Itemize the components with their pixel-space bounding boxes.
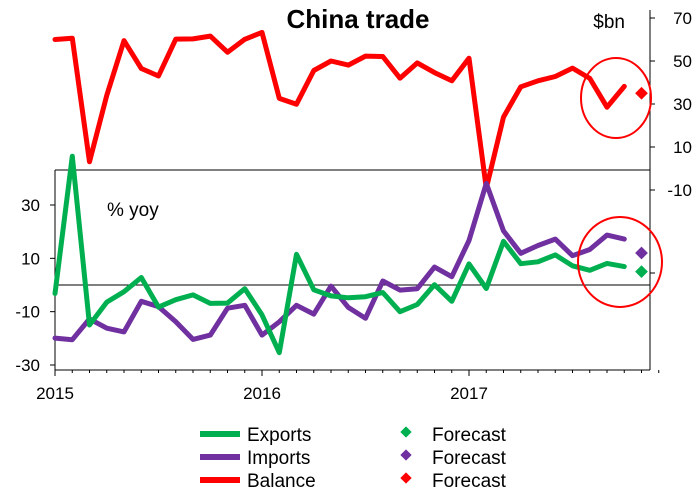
balance-series-line <box>52 29 627 191</box>
axes-group <box>54 10 651 371</box>
legend: Exports Imports Balance Forecast Forecas… <box>200 425 507 492</box>
legend-balance-forecast-marker <box>400 472 412 484</box>
left-axis-tick-label: -30 <box>15 356 40 375</box>
x-axis-tick-label: 2017 <box>450 384 488 403</box>
exports-imports-highlight-circle <box>577 216 663 308</box>
right-axis-tick-label: 70 <box>673 9 692 28</box>
legend-exports-forecast-label: Forecast <box>432 425 507 446</box>
chart-title: China trade <box>286 4 429 34</box>
right-axis-tick-label: 50 <box>673 52 692 71</box>
legend-imports-label: Imports <box>247 448 310 469</box>
x-axis-tick-label: 2015 <box>36 384 74 403</box>
legend-imports-forecast-label: Forecast <box>432 448 507 469</box>
legend-balance-label: Balance <box>247 471 316 492</box>
left-axis-tick-label: 10 <box>21 249 40 268</box>
left-axis-tick-label: 30 <box>21 196 40 215</box>
legend-exports-forecast-marker <box>400 426 412 438</box>
left-axis-tick-label: -10 <box>15 303 40 322</box>
exports-series-line <box>52 153 627 356</box>
x-axis-tick-label: 2016 <box>243 384 281 403</box>
left-axis-unit-label: % yoy <box>107 200 159 221</box>
series-group <box>52 29 627 356</box>
right-axis-tick-label: -10 <box>667 181 692 200</box>
right-axis-tick-label: 10 <box>673 138 692 157</box>
ticks-group: 30 10 -10 -30 70 50 30 10 -10 2015 2016 2017 <box>15 9 692 403</box>
legend-exports-label: Exports <box>247 425 311 446</box>
balance-highlight-circle <box>580 57 652 139</box>
right-axis-tick-label: 30 <box>673 95 692 114</box>
legend-balance-forecast-label: Forecast <box>432 471 507 492</box>
legend-imports-forecast-marker <box>400 449 412 461</box>
right-axis-unit-label: $bn <box>593 12 625 33</box>
